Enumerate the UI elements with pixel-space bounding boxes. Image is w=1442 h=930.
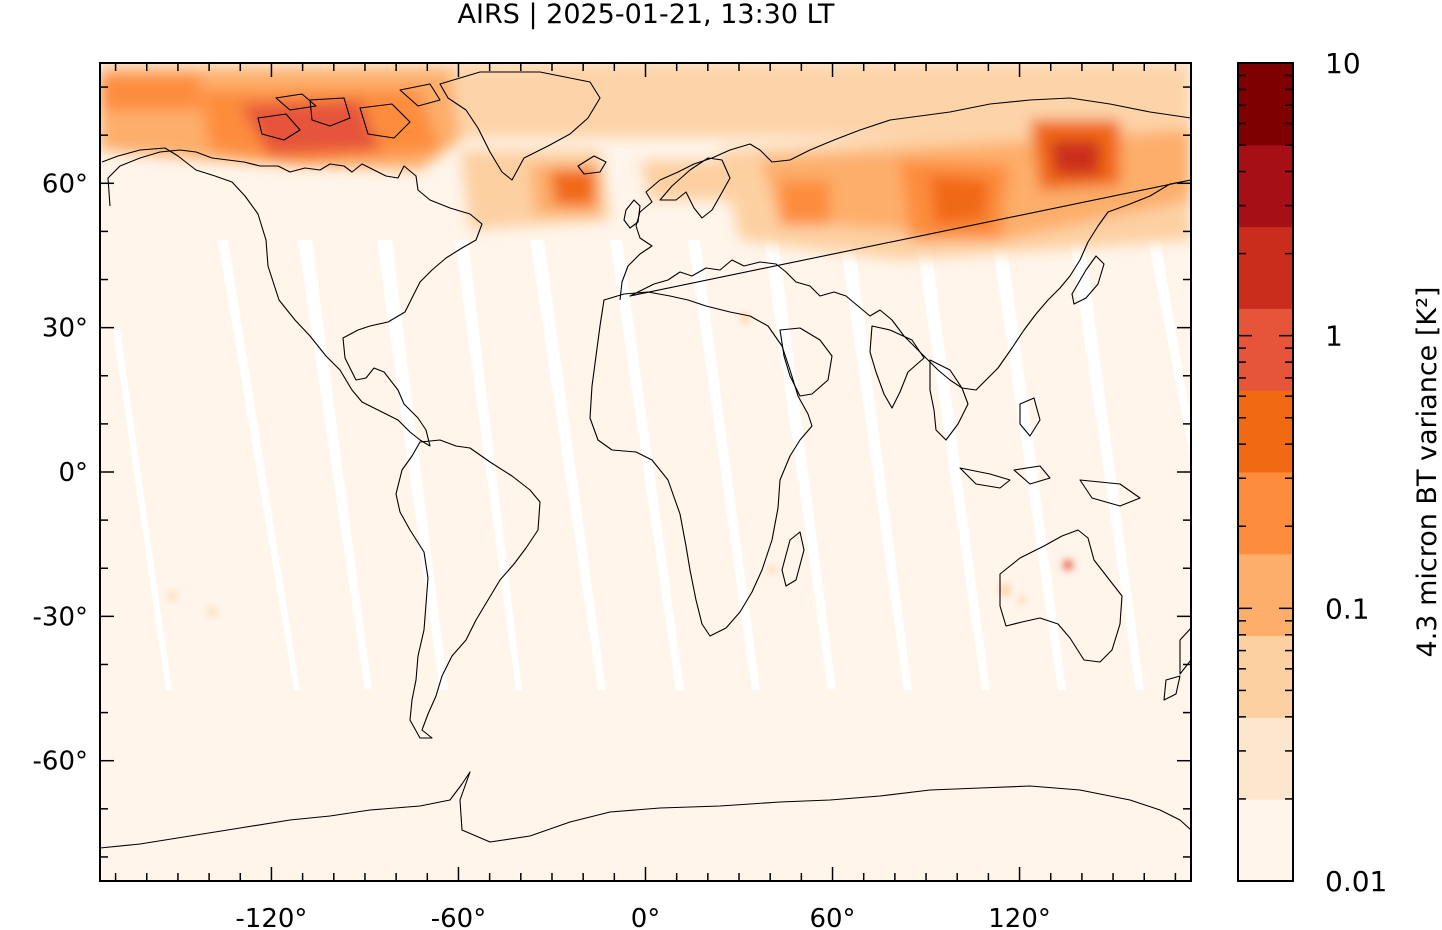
colorbar-band bbox=[1238, 472, 1293, 555]
colorbar-band bbox=[1238, 308, 1293, 391]
colorbar-label: 0.01 bbox=[1325, 865, 1387, 898]
colorbar-band bbox=[1238, 799, 1293, 882]
colorbar-label: 10 bbox=[1325, 47, 1361, 80]
orbit-gaps bbox=[113, 240, 1191, 690]
colorbar-frame bbox=[1237, 62, 1294, 882]
colorbar-band bbox=[1238, 553, 1293, 637]
colorbar-ticks: 10 1 0.1 0.01 bbox=[1238, 47, 1387, 898]
plot-title: AIRS | 2025-01-21, 13:30 LT bbox=[457, 0, 835, 30]
colorbar-band bbox=[1238, 390, 1293, 473]
x-tick-label: 60° bbox=[809, 904, 855, 930]
y-tick-label: 60° bbox=[42, 169, 88, 199]
y-tick-label: -30° bbox=[33, 602, 88, 632]
colorbar-band bbox=[1238, 717, 1293, 800]
colorbar-label: 0.1 bbox=[1325, 592, 1370, 625]
colorbar: 10 1 0.1 0.01 4.3 micron BT variance [K²] bbox=[1237, 47, 1442, 898]
colorbar-title: 4.3 micron BT variance [K²] bbox=[1412, 287, 1442, 658]
y-tick-label: 0° bbox=[58, 458, 88, 488]
y-tick-label: 30° bbox=[42, 314, 88, 344]
colorbar-band bbox=[1238, 63, 1293, 146]
x-axis: -120° -60° 0° 60° 120° bbox=[114, 63, 1177, 930]
coastlines bbox=[100, 71, 1191, 849]
colorbar-band bbox=[1238, 144, 1293, 228]
variance-field bbox=[100, 63, 1191, 616]
x-tick-label: -60° bbox=[431, 904, 486, 930]
colorbar-label: 1 bbox=[1325, 320, 1343, 353]
y-axis: 60° 30° 0° -30° -60° bbox=[33, 86, 1191, 858]
y-tick-label: -60° bbox=[33, 747, 88, 777]
colorbar-band bbox=[1238, 226, 1293, 309]
x-tick-label: 0° bbox=[631, 904, 661, 930]
colorbar-band bbox=[1238, 635, 1293, 718]
x-tick-label: 120° bbox=[988, 904, 1051, 930]
x-tick-label: -120° bbox=[235, 904, 307, 930]
colorbar-bands bbox=[1238, 63, 1293, 882]
